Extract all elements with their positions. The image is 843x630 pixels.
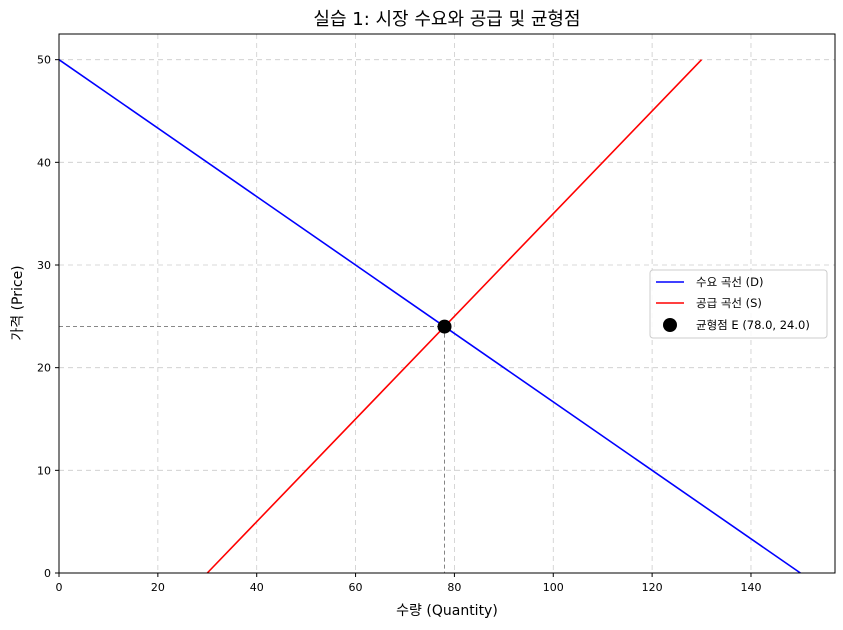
y-tick-label: 50: [37, 54, 51, 67]
y-tick-label: 20: [37, 362, 51, 375]
y-tick-label: 10: [37, 464, 51, 477]
demand-curve: [58, 59, 801, 574]
legend-label-supply: 공급 곡선 (S): [696, 296, 762, 310]
chart-title: 실습 1: 시장 수요와 공급 및 균형점: [313, 9, 580, 30]
legend-box: [649, 269, 828, 339]
y-tick-label: 40: [37, 156, 51, 169]
x-tick-label: 60: [349, 581, 363, 594]
series-group: [58, 59, 801, 574]
x-tick-label: 40: [250, 581, 264, 594]
equilibrium-group: [437, 319, 452, 334]
x-tick-label: 0: [56, 581, 63, 594]
x-tick-label: 140: [740, 581, 761, 594]
legend: 수요 곡선 (D) 공급 곡선 (S) 균형점 E (78.0, 24.0): [649, 269, 828, 339]
y-tick-label: 30: [37, 259, 51, 272]
x-tick-label: 20: [151, 581, 165, 594]
legend-label-equilibrium: 균형점 E (78.0, 24.0): [696, 318, 810, 332]
x-axis-label: 수량 (Quantity): [396, 603, 498, 619]
legend-marker-equilibrium: [663, 318, 677, 332]
equilibrium-guides: [59, 326, 445, 573]
x-tick-label: 120: [642, 581, 663, 594]
y-axis-label: 가격 (Price): [10, 265, 26, 340]
y-tick-label: 0: [44, 567, 51, 580]
equilibrium-point: [437, 319, 452, 334]
plot-frame: [58, 33, 836, 574]
y-axis-ticks: 0 10 20 30 40 50: [37, 54, 59, 580]
legend-label-demand: 수요 곡선 (D): [696, 275, 763, 289]
x-tick-label: 80: [447, 581, 461, 594]
grid: [59, 34, 835, 573]
x-tick-label: 100: [543, 581, 564, 594]
supply-curve: [206, 59, 703, 574]
x-axis-ticks: 0 20 40 60 80 100 120 140: [56, 573, 761, 594]
